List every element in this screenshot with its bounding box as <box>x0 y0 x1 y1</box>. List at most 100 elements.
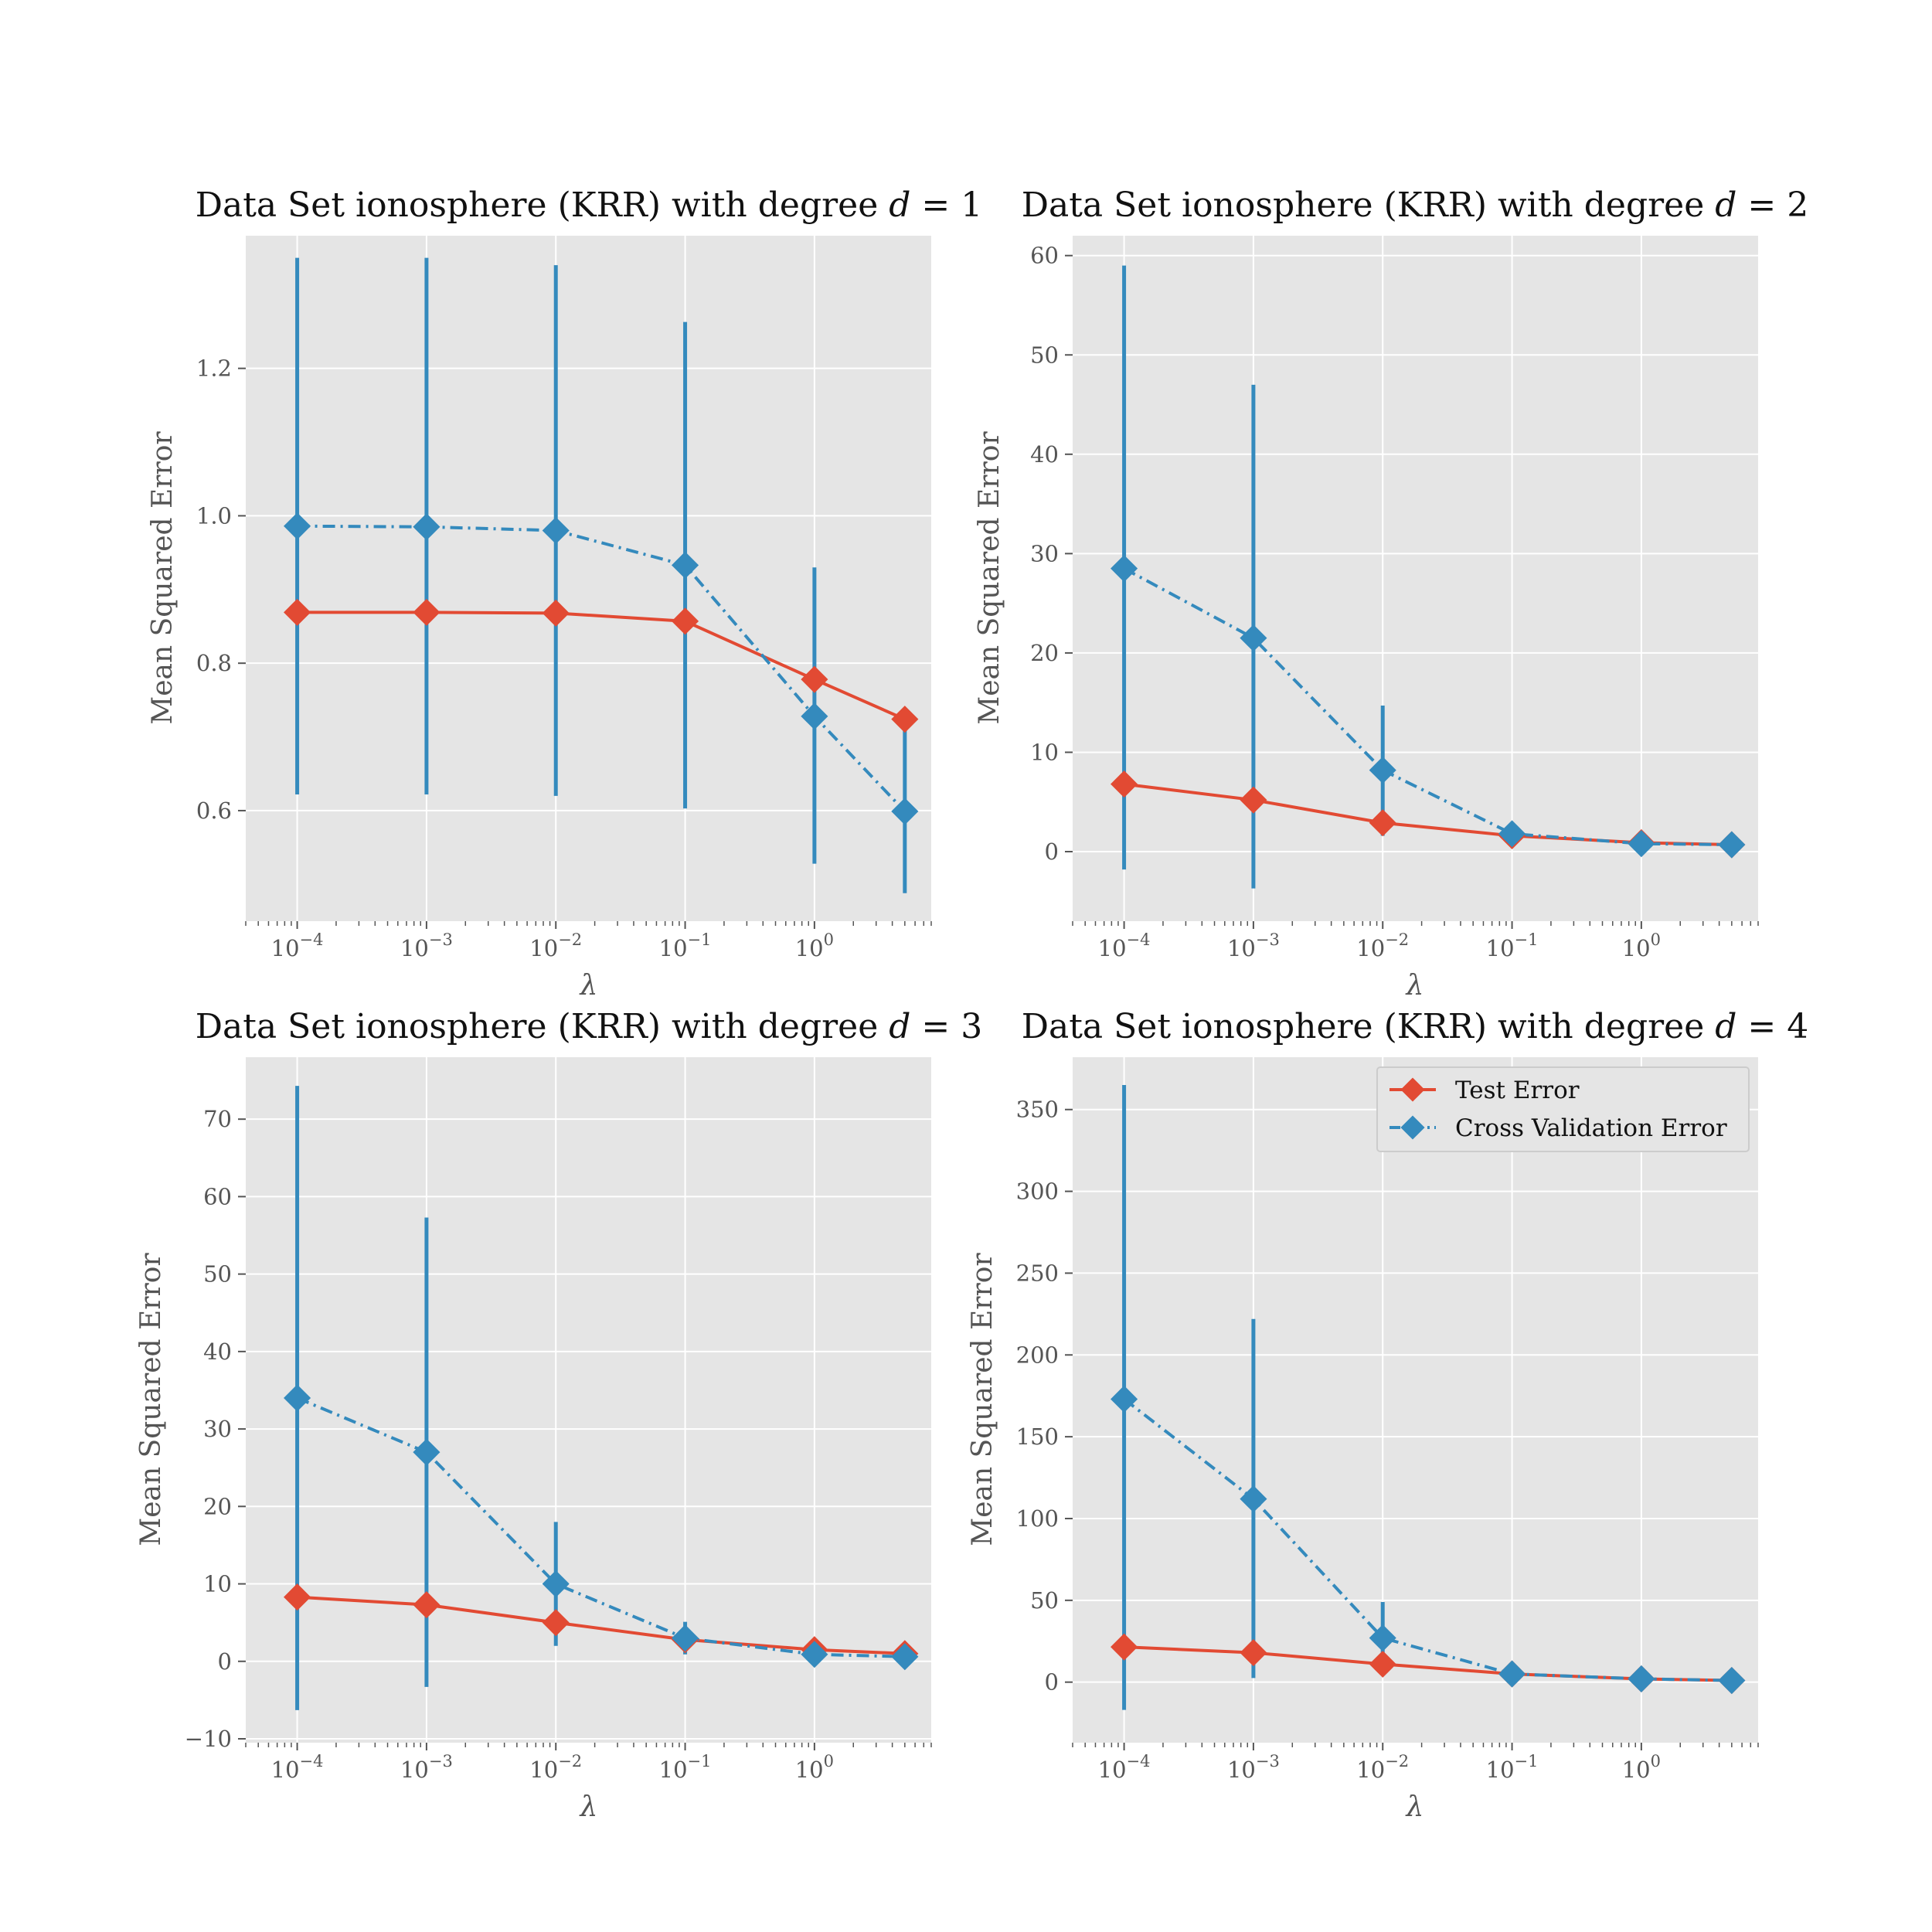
legend-marker-test <box>1400 1077 1425 1102</box>
cv-error-marker <box>801 1641 828 1668</box>
ylabel-d1: Mean Squared Error <box>147 431 179 725</box>
markers-d3 <box>284 1384 919 1671</box>
y-tick-label: 1.2 <box>196 355 232 382</box>
series-lines-d1 <box>297 524 906 813</box>
test-error-marker <box>1240 786 1267 814</box>
plot-area-d3 <box>246 1057 931 1743</box>
x-tick-label: 10−3 <box>400 1752 453 1783</box>
xlabel-d2: λ <box>1405 970 1424 1002</box>
y-tick-label: 1.0 <box>196 502 232 529</box>
y-tick-label: 60 <box>1030 243 1059 269</box>
cv-error-marker <box>1240 624 1267 652</box>
markers-d2 <box>1111 555 1746 859</box>
subplot-d3: Data Set ionosphere (KRR) with degree d … <box>135 1007 982 1823</box>
y-tick-label: 0 <box>1045 1669 1059 1696</box>
x-tick-label: 10−4 <box>271 930 324 961</box>
subplot-d2: Data Set ionosphere (KRR) with degree d … <box>974 185 1808 1002</box>
x-tick-label: 10−4 <box>271 1752 324 1783</box>
y-tick-label: 10 <box>203 1571 232 1597</box>
y-tick-label: 40 <box>1030 441 1059 468</box>
ticks-d1: 10−4 10−3 10−2 10−1 100 0.6 0.8 1.0 1.2 <box>196 355 932 961</box>
x-tick-label: 10−1 <box>659 930 712 961</box>
cv-error-marker <box>1628 1665 1655 1692</box>
x-tick-label: 10−3 <box>1227 1752 1280 1783</box>
x-tick-label: 10−4 <box>1098 930 1151 961</box>
legend-entry-cv: Cross Validation Error <box>1389 1114 1727 1142</box>
panel-title-d2: Data Set ionosphere (KRR) with degree d … <box>1022 185 1809 225</box>
y-tick-label: 30 <box>203 1416 232 1442</box>
test-error-line <box>297 1595 905 1655</box>
y-tick-label: −10 <box>185 1726 232 1752</box>
plot-area-d4 <box>1073 1057 1758 1743</box>
cv-error-marker <box>413 1438 440 1466</box>
cv-error-marker <box>413 513 440 541</box>
legend-box <box>1376 1066 1750 1152</box>
x-tick-label: 10−4 <box>1098 1752 1151 1783</box>
cv-error-line <box>1123 566 1732 847</box>
plot-area-d1 <box>246 236 931 921</box>
cv-error-marker <box>672 551 699 579</box>
test-error-marker <box>413 598 440 626</box>
cv-error-marker <box>1718 831 1746 859</box>
y-tick-label: 30 <box>1030 540 1059 566</box>
markers-d1 <box>284 512 919 825</box>
test-error-marker <box>542 1609 570 1637</box>
cv-error-marker <box>891 798 919 825</box>
cv-error-marker <box>801 702 828 730</box>
series-lines-d4 <box>1123 1397 1732 1682</box>
cv-error-marker <box>284 512 311 540</box>
test-error-marker <box>1240 1639 1267 1667</box>
legend-label-test: Test Error <box>1455 1077 1580 1104</box>
cv-error-marker <box>891 1643 919 1671</box>
test-error-marker <box>542 599 570 627</box>
x-tick-label: 10−2 <box>529 930 582 961</box>
y-tick-label: 10 <box>1030 739 1059 765</box>
xlabel-d4: λ <box>1405 1791 1424 1823</box>
cv-error-line <box>297 524 906 813</box>
y-tick-label: 100 <box>1016 1505 1059 1532</box>
test-error-marker <box>801 665 828 693</box>
x-tick-label: 10−2 <box>529 1752 582 1783</box>
y-tick-label: 60 <box>203 1183 232 1209</box>
xlabel-d1: λ <box>579 970 598 1002</box>
markers-d4 <box>1111 1385 1746 1695</box>
cv-error-marker <box>542 516 570 545</box>
x-tick-label: 10−1 <box>1486 930 1539 961</box>
cv-error-marker <box>1111 1385 1138 1413</box>
panel-title-d3: Data Set ionosphere (KRR) with degree d … <box>196 1007 983 1046</box>
ticks-d2: 10−4 10−3 10−2 10−1 100 0 10 20 30 40 50 60 <box>1030 243 1759 961</box>
y-tick-label: 70 <box>203 1106 232 1132</box>
cv-error-marker <box>1628 830 1655 858</box>
test-error-marker <box>284 598 311 626</box>
test-error-line <box>297 611 906 721</box>
y-tick-label: 50 <box>203 1261 232 1287</box>
y-tick-label: 20 <box>1030 640 1059 666</box>
subplot-d1: Data Set ionosphere (KRR) with degree d … <box>147 185 982 1002</box>
plot-area-d2 <box>1073 236 1758 921</box>
legend-label-cv: Cross Validation Error <box>1455 1114 1727 1142</box>
cv-error-marker <box>284 1384 311 1412</box>
y-tick-label: 40 <box>203 1338 232 1365</box>
cv-error-marker <box>1369 1624 1396 1652</box>
cv-error-line <box>1123 1397 1732 1682</box>
ticks-d4: 10−4 10−3 10−2 10−1 100 0 50 100 150 200 250 300 350 <box>1016 1097 1759 1783</box>
x-tick-label: 10−3 <box>1227 930 1280 961</box>
legend: Test Error Cross Validation Error <box>1376 1066 1750 1152</box>
x-tick-label: 10−3 <box>400 930 453 961</box>
cv-error-line <box>296 1396 905 1658</box>
cv-error-marker <box>1240 1485 1267 1513</box>
y-tick-label: 0 <box>1045 838 1059 865</box>
y-tick-label: 0 <box>218 1648 232 1675</box>
y-tick-label: 20 <box>203 1493 232 1519</box>
test-error-marker <box>1111 1633 1138 1661</box>
series-lines-d2 <box>1123 566 1732 847</box>
cv-error-marker <box>1369 757 1396 784</box>
panel-title-d4: Data Set ionosphere (KRR) with degree d … <box>1022 1007 1809 1046</box>
ylabel-d4: Mean Squared Error <box>967 1253 998 1546</box>
x-tick-label: 10−1 <box>1486 1752 1539 1783</box>
cv-error-marker <box>672 1624 699 1652</box>
test-error-marker <box>1369 809 1396 837</box>
panel-title-d1: Data Set ionosphere (KRR) with degree d … <box>196 185 983 225</box>
x-tick-label: 10−1 <box>659 1752 712 1783</box>
